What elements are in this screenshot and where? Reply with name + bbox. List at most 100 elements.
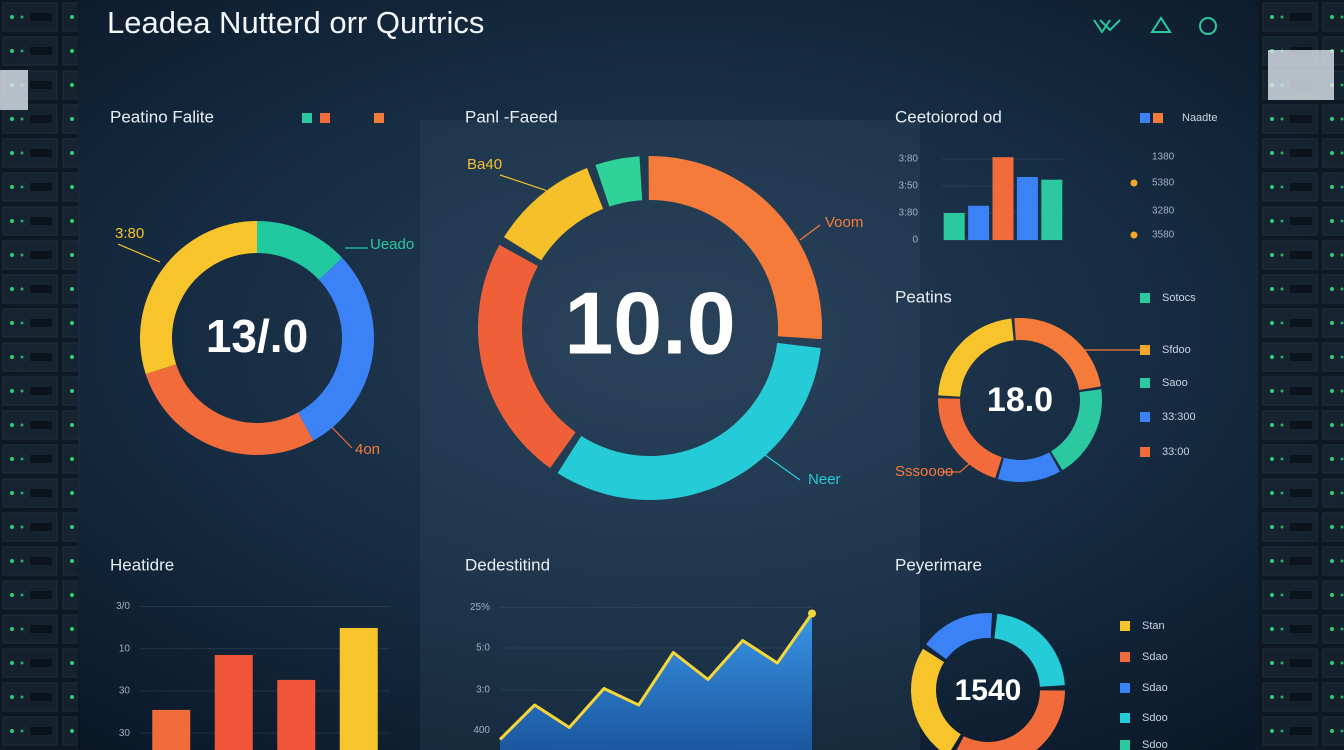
server-rack-left: [0, 0, 78, 750]
donut-segment: [557, 342, 821, 500]
legend-swatch: [1140, 447, 1150, 457]
donut-segment: [938, 398, 1002, 479]
donut-segment: [1014, 318, 1101, 390]
y-tick-label: 400: [473, 725, 490, 736]
donut-segment: [257, 221, 343, 280]
panel-title: Peatino Falite: [110, 107, 214, 126]
legend-label: Stan: [1142, 620, 1165, 632]
bar: [339, 627, 378, 750]
annotation: Neer: [808, 471, 841, 488]
corridor-glow: [420, 120, 920, 750]
line: [498, 612, 814, 741]
server-rack-right: [1258, 0, 1344, 750]
side-label: 3280: [1152, 206, 1175, 217]
rack-screen: [1268, 50, 1334, 100]
legend-label: Sfdoo: [1162, 344, 1191, 356]
panel-title: Dedestitind: [465, 555, 550, 574]
annotation: 4on: [355, 441, 380, 458]
legend-label: 33:00: [1162, 446, 1190, 458]
legend-swatch: [1120, 683, 1130, 693]
legend-label: Saoo: [1162, 377, 1188, 389]
donut-segment: [925, 613, 993, 660]
annotation: Ba40: [467, 156, 502, 173]
legend-label: Sdoo: [1142, 712, 1168, 724]
rack-screen: [0, 70, 28, 110]
donut-segment: [911, 648, 961, 750]
bullet: [1130, 179, 1138, 187]
legend-swatch: [374, 113, 384, 123]
side-label: 3580: [1152, 230, 1175, 241]
side-label: 1380: [1152, 152, 1175, 163]
center-label: 10.0: [564, 273, 735, 372]
y-tick-label: 3/0: [116, 601, 130, 612]
leader-line: [799, 224, 821, 241]
legend-swatch: [1140, 345, 1150, 355]
donut-segment: [956, 690, 1065, 750]
y-tick-label: 3:0: [476, 685, 490, 696]
bullet: [1130, 231, 1138, 239]
y-tick-label: 25%: [470, 602, 490, 613]
area: [500, 613, 812, 750]
bar: [968, 205, 990, 240]
legend-swatch: [1120, 621, 1130, 631]
bar: [992, 157, 1014, 240]
y-tick-label: 30: [119, 728, 131, 739]
center-label: 18.0: [987, 381, 1053, 419]
annotation: 3:80: [115, 225, 144, 242]
legend-swatch: [1140, 293, 1150, 303]
annotation: Sssoooo: [895, 463, 953, 480]
legend-label: Sdao: [1142, 682, 1168, 694]
donut-segment: [503, 167, 604, 261]
legend-swatch: [302, 113, 312, 123]
legend-label: Sdoo: [1142, 739, 1168, 750]
donut-segment: [994, 613, 1065, 687]
panel-title: Peyerimare: [895, 555, 982, 574]
center-label: 13/.0: [206, 310, 308, 362]
icon: [1093, 19, 1121, 34]
y-tick-label: 0: [912, 235, 918, 246]
header-icons: [1093, 16, 1217, 35]
panel-title: Heatidre: [110, 555, 174, 574]
center-label: 1540: [955, 674, 1022, 707]
donut-segment: [1051, 389, 1102, 471]
bar: [277, 679, 316, 750]
legend-swatch: [1153, 113, 1163, 123]
y-tick-label: 3:80: [899, 154, 919, 165]
y-tick-label: 3:80: [899, 208, 919, 219]
bar: [214, 655, 253, 750]
y-tick-label: 5:0: [476, 643, 490, 654]
y-tick-label: 3:50: [899, 181, 919, 192]
panel-title: Peatins: [895, 287, 952, 306]
main-panel: [80, 0, 1258, 750]
panel-title: Ceetoiorod od: [895, 107, 1002, 126]
donut-segment: [477, 244, 576, 469]
legend-swatch: [1140, 378, 1150, 388]
legend-swatch: [1140, 113, 1150, 123]
donut-segment: [938, 318, 1014, 397]
y-tick-label: 10: [119, 643, 131, 654]
legend-swatch: [1120, 740, 1130, 750]
donut-segment: [595, 156, 643, 207]
legend-label: Sotocs: [1162, 292, 1196, 304]
donut-segment: [140, 221, 257, 375]
icon: [1199, 17, 1217, 35]
legend-swatch: [1140, 412, 1150, 422]
bar: [1016, 177, 1038, 240]
donut-segment: [648, 156, 822, 340]
legend-label: Naadte: [1182, 112, 1217, 124]
legend-label: Sdao: [1142, 651, 1168, 663]
side-label: 5380: [1152, 178, 1175, 189]
dashboard-title: Leadea Nutterd orr Qurtrics: [107, 5, 484, 40]
icon: [1150, 16, 1172, 33]
panel-title: Panl -Faeed: [465, 107, 558, 126]
annotation: Ueado: [370, 236, 414, 253]
y-tick-label: 30: [119, 686, 131, 697]
legend-swatch: [1120, 652, 1130, 662]
legend-label: 33:300: [1162, 411, 1196, 423]
legend-swatch: [1120, 713, 1130, 723]
bar: [943, 213, 965, 240]
leader-line: [764, 454, 801, 481]
donut-segment: [997, 452, 1061, 483]
annotation: Voom: [825, 214, 863, 231]
